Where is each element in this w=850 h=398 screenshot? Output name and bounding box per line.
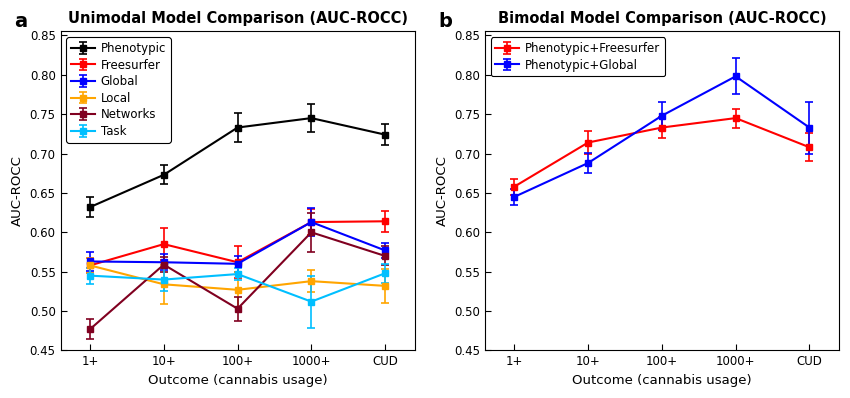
X-axis label: Outcome (cannabis usage): Outcome (cannabis usage) xyxy=(148,374,327,387)
Legend: Phenotypic, Freesurfer, Global, Local, Networks, Task: Phenotypic, Freesurfer, Global, Local, N… xyxy=(66,37,171,142)
Title: Unimodal Model Comparison (AUC-ROCC): Unimodal Model Comparison (AUC-ROCC) xyxy=(67,11,407,26)
Y-axis label: AUC-ROCC: AUC-ROCC xyxy=(11,156,24,226)
Title: Bimodal Model Comparison (AUC-ROCC): Bimodal Model Comparison (AUC-ROCC) xyxy=(497,11,826,26)
Text: a: a xyxy=(14,12,28,31)
Legend: Phenotypic+Freesurfer, Phenotypic+Global: Phenotypic+Freesurfer, Phenotypic+Global xyxy=(490,37,665,76)
Text: b: b xyxy=(439,12,453,31)
Y-axis label: AUC-ROCC: AUC-ROCC xyxy=(435,156,449,226)
X-axis label: Outcome (cannabis usage): Outcome (cannabis usage) xyxy=(572,374,751,387)
